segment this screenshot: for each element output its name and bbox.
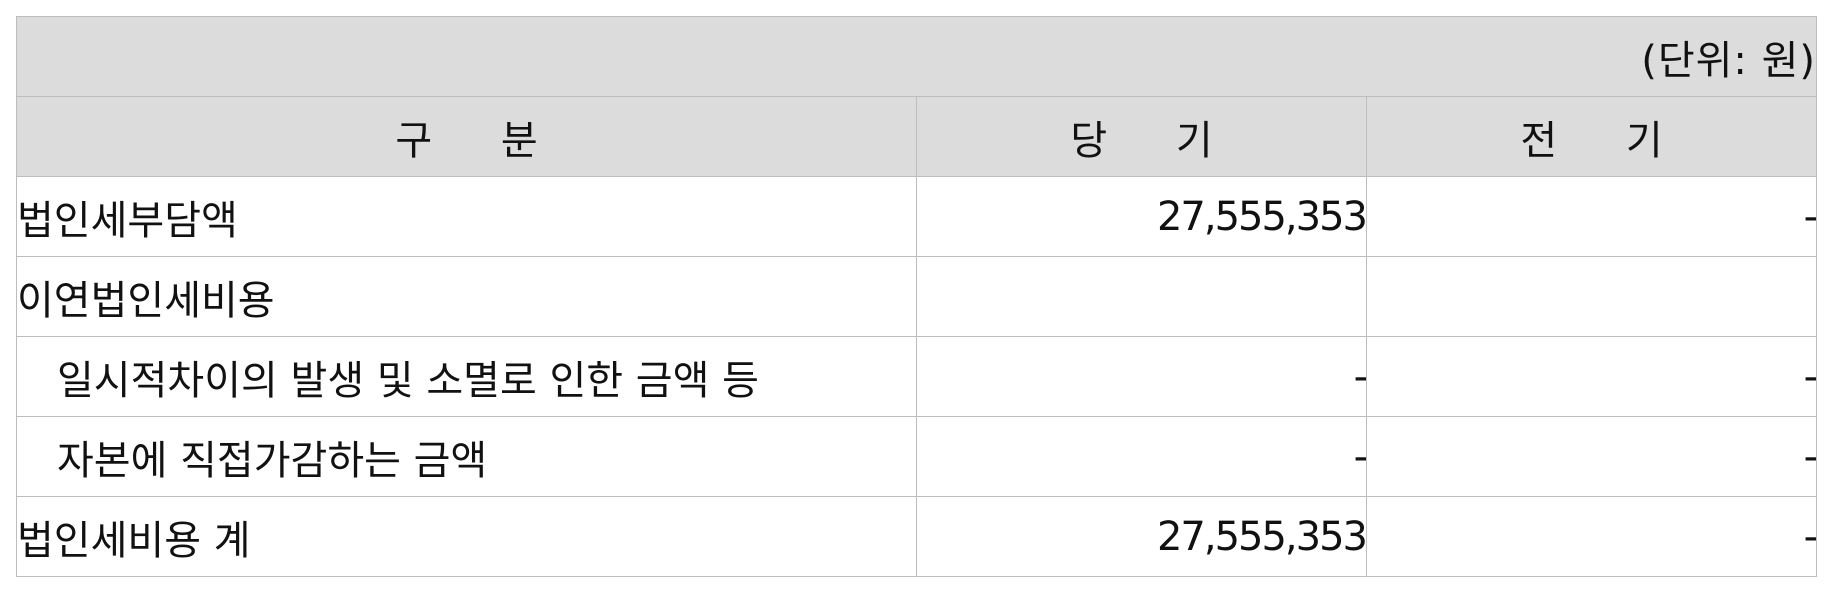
row-label-temporary-differences: 일시적차이의 발생 및 소멸로 인한 금액 등 [16,336,917,417]
unit-row: (단위: 원) [15,16,1818,97]
tax-expense-table-container: (단위: 원) 구 분 당 기 전 기 법인세부담액 27,555,353 - … [15,16,1818,577]
header-category-label: 구 분 [395,117,566,164]
header-previous-period: 전 기 [1365,96,1818,177]
header-category: 구 분 [16,96,917,177]
row-previous-value: - [1365,176,1818,257]
row-previous-value: - [1365,336,1818,417]
row-current-value: - [916,416,1367,497]
header-current-label: 당 기 [1070,117,1241,164]
unit-note: (단위: 원) [15,16,1818,97]
row-label-direct-equity-adjustment: 자본에 직접가감하는 금액 [16,416,917,497]
table-row: 법인세비용 계 27,555,353 - [16,496,1818,577]
row-label-total-tax-expense: 법인세비용 계 [16,496,917,577]
row-previous-value: - [1365,416,1818,497]
row-label-deferred-tax-expense: 이연법인세비용 [16,256,917,337]
row-current-value: 27,555,353 [916,176,1367,257]
table-row: 자본에 직접가감하는 금액 - - [16,416,1818,497]
header-previous-label: 전 기 [1520,117,1691,164]
tax-expense-table: (단위: 원) 구 분 당 기 전 기 법인세부담액 27,555,353 - … [15,16,1818,577]
header-row: 구 분 당 기 전 기 [16,96,1818,177]
row-current-value: - [916,336,1367,417]
row-previous-value: - [1365,496,1818,577]
row-previous-value [1365,256,1818,337]
row-current-value: 27,555,353 [916,496,1367,577]
row-label-corporate-tax-burden: 법인세부담액 [16,176,917,257]
table-row: 일시적차이의 발생 및 소멸로 인한 금액 등 - - [16,336,1818,417]
row-current-value [916,256,1367,337]
table-row: 이연법인세비용 [16,256,1818,337]
table-row: 법인세부담액 27,555,353 - [16,176,1818,257]
header-current-period: 당 기 [916,96,1367,177]
